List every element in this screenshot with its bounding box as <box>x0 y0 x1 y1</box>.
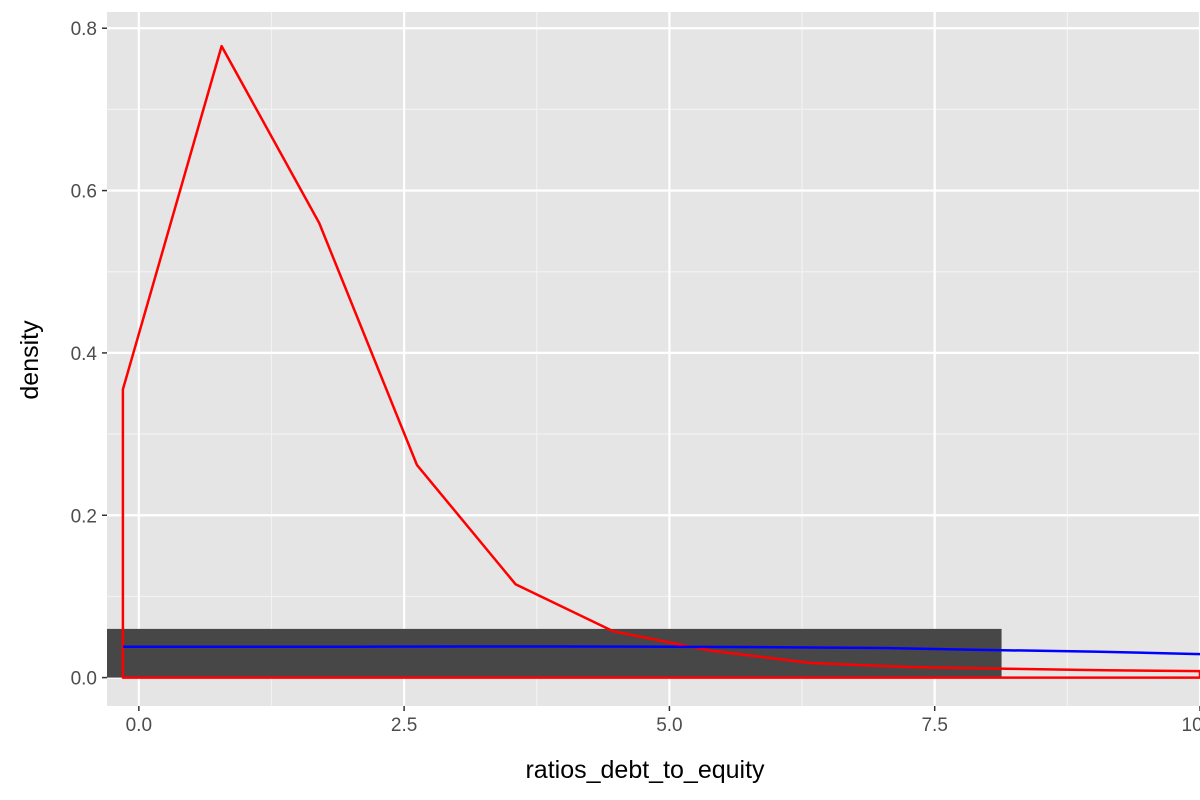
axis-ticks: 0.0 2.5 5.0 7.5 10.0 0.0 0.2 0.4 0.6 0.8 <box>71 19 1200 736</box>
histogram-bar <box>107 628 1002 678</box>
x-tick-label: 7.5 <box>921 715 947 736</box>
x-tick-label: 10.0 <box>1182 715 1200 736</box>
x-tick-label: 5.0 <box>656 715 682 736</box>
grid-lines <box>107 12 1200 706</box>
y-tick-label: 0.0 <box>71 669 97 690</box>
x-tick-label: 0.0 <box>126 715 152 736</box>
y-tick-label: 0.4 <box>71 344 98 365</box>
panel-background <box>107 12 1200 706</box>
density-series <box>121 44 1200 679</box>
x-axis-title: ratios_debt_to_equity <box>525 756 765 784</box>
y-tick-label: 0.6 <box>71 182 97 203</box>
y-tick-label: 0.2 <box>71 506 97 527</box>
y-tick-label: 0.8 <box>71 19 97 40</box>
histogram-bars <box>107 628 1002 678</box>
red-density-curve <box>121 44 1200 679</box>
y-axis-title: density <box>16 320 44 400</box>
blue-density-curve <box>122 645 1200 656</box>
x-tick-label: 2.5 <box>391 715 417 736</box>
